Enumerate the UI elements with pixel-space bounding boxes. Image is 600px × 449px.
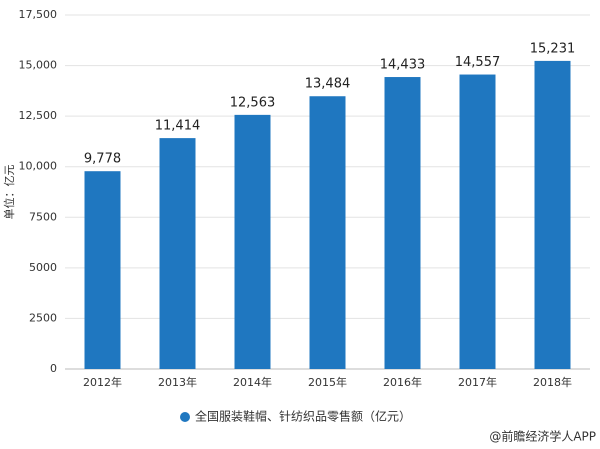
bar bbox=[384, 77, 421, 370]
bar bbox=[159, 138, 196, 369]
x-tick-label: 2013年 bbox=[158, 375, 197, 389]
source: @前瞻经济学人APP bbox=[489, 429, 596, 444]
y-tick-label: 7500 bbox=[29, 210, 57, 223]
legend-label: 全国服装鞋帽、针纺织品零售额（亿元） bbox=[195, 409, 411, 424]
x-tick-label: 2014年 bbox=[233, 375, 272, 389]
y-tick-label: 10,000 bbox=[19, 160, 58, 173]
x-tick-label: 2016年 bbox=[383, 375, 422, 389]
value-label: 9,778 bbox=[84, 152, 121, 167]
bar bbox=[309, 96, 346, 369]
value-label: 13,484 bbox=[305, 77, 351, 92]
value-label: 12,563 bbox=[230, 95, 276, 110]
y-tick-label: 2500 bbox=[29, 311, 57, 324]
y-tick-label: 17,500 bbox=[19, 8, 58, 21]
bar bbox=[84, 171, 121, 369]
value-label: 11,414 bbox=[155, 119, 201, 134]
bar bbox=[234, 114, 271, 369]
x-tick-label: 2018年 bbox=[533, 375, 572, 389]
bar bbox=[534, 60, 571, 370]
y-tick-label: 5000 bbox=[29, 261, 57, 274]
x-tick-label: 2015年 bbox=[308, 375, 347, 389]
value-label: 14,433 bbox=[380, 58, 426, 73]
x-tick-label: 2012年 bbox=[83, 375, 122, 389]
x-tick-label: 2017年 bbox=[458, 375, 497, 389]
y-tick-label: 0 bbox=[50, 362, 57, 375]
legend-marker bbox=[180, 412, 190, 422]
y-tick-label: 12,500 bbox=[19, 109, 58, 122]
bar bbox=[459, 74, 496, 369]
y-tick-label: 15,000 bbox=[19, 59, 58, 72]
value-label: 14,557 bbox=[455, 55, 501, 70]
value-label: 15,231 bbox=[530, 41, 576, 56]
y-axis-label: 单位：亿元 bbox=[2, 165, 16, 220]
